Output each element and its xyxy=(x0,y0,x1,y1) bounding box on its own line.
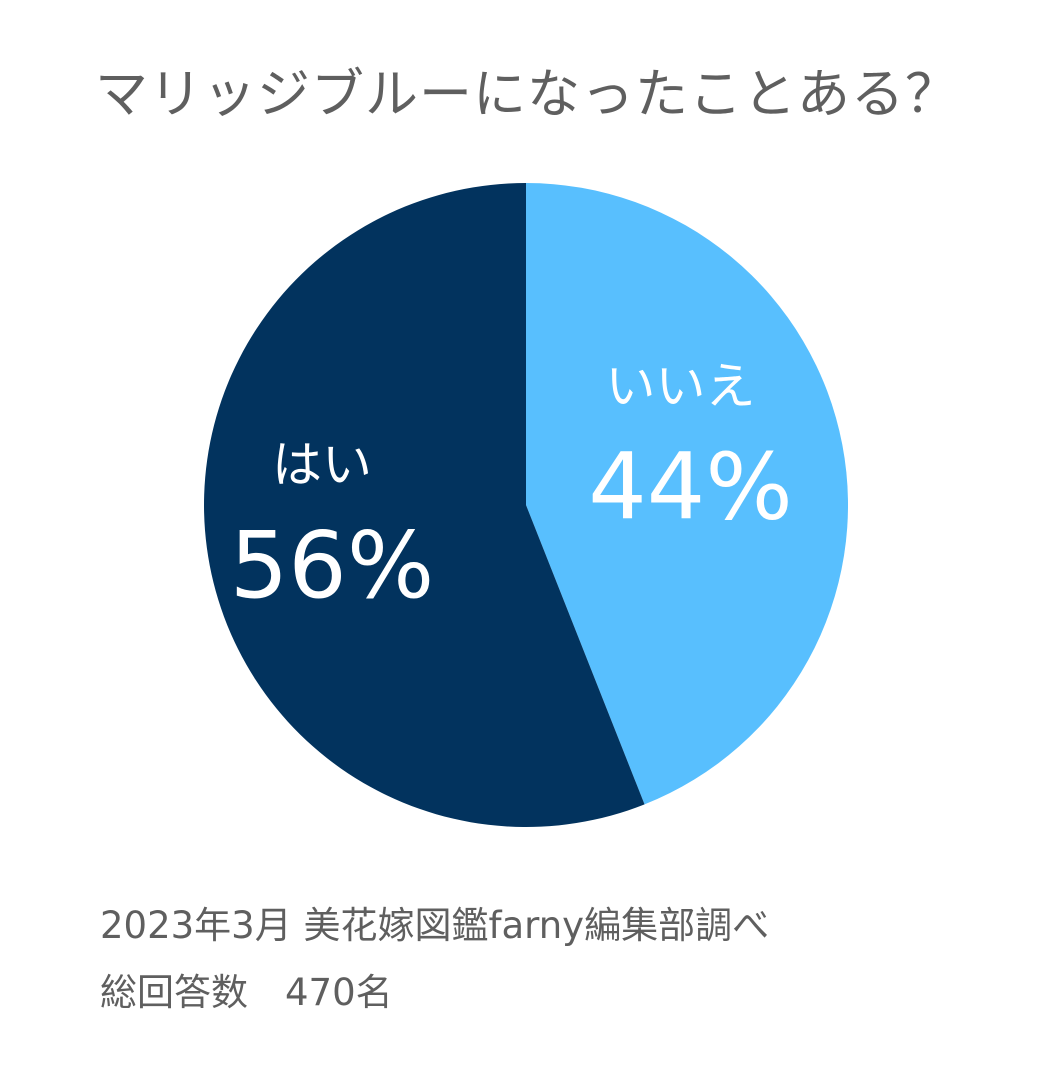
slice-label-2: はい xyxy=(272,436,372,494)
response-count: 総回答数 470名 xyxy=(100,971,393,1014)
pie-slice-2 xyxy=(204,183,645,827)
pie-slices xyxy=(204,183,849,827)
source-note: 2023年3月 美花嫁図鑑farny編集部調べ xyxy=(100,904,770,947)
chart-title: マリッジブルーになったことある？ xyxy=(95,64,959,125)
pie-labels: いいえ 44% はい 56% xyxy=(230,358,793,620)
slice-value-2: 56% xyxy=(230,512,434,619)
slice-label-1: いいえ xyxy=(606,358,756,416)
pie-slice-1 xyxy=(526,183,849,805)
slice-value-1: 44% xyxy=(588,434,792,541)
